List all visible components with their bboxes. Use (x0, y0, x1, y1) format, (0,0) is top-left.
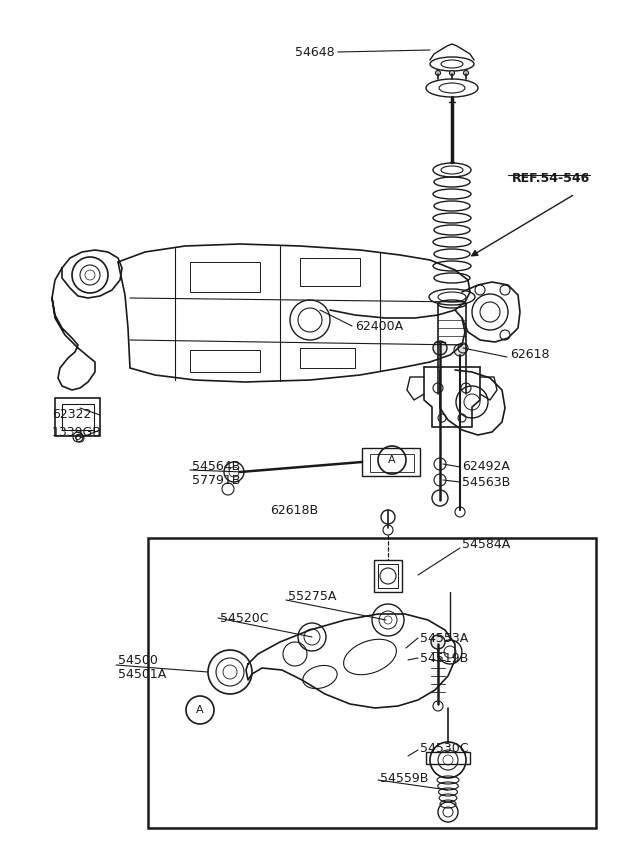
Circle shape (464, 70, 469, 75)
Text: REF.54-546: REF.54-546 (512, 171, 590, 185)
Text: 54500: 54500 (118, 654, 158, 667)
Bar (374, 560, 402, 592)
Text: 54564B: 54564B (192, 460, 241, 472)
Text: 54520C: 54520C (220, 611, 268, 624)
Circle shape (433, 341, 447, 355)
Bar (300, 348, 355, 368)
Circle shape (435, 70, 440, 75)
Text: 54530C: 54530C (420, 741, 469, 755)
Text: 57791B: 57791B (192, 473, 241, 487)
Text: 62492A: 62492A (462, 460, 510, 473)
Text: 62618: 62618 (510, 349, 549, 361)
Text: 54501A: 54501A (118, 668, 166, 682)
Circle shape (458, 343, 468, 353)
Circle shape (431, 635, 445, 649)
Bar (62, 404, 94, 430)
Bar (55, 398, 100, 436)
Text: 54519B: 54519B (420, 651, 468, 665)
Bar (190, 350, 260, 372)
Text: 54563B: 54563B (462, 476, 510, 488)
Bar (426, 752, 470, 764)
Text: 54584A: 54584A (462, 538, 510, 551)
Bar (300, 258, 360, 286)
Text: A: A (388, 455, 396, 465)
Circle shape (454, 344, 466, 356)
Text: 55275A: 55275A (288, 589, 337, 602)
Bar (370, 454, 414, 472)
Bar (362, 448, 420, 476)
Text: 54648: 54648 (295, 46, 335, 59)
Bar (148, 538, 596, 828)
Bar (378, 564, 398, 588)
Bar (190, 262, 260, 292)
Text: 62400A: 62400A (355, 320, 403, 332)
Text: 62618B: 62618B (270, 504, 318, 516)
Text: 1339GB: 1339GB (52, 426, 102, 438)
Text: 54559B: 54559B (380, 772, 428, 784)
Text: A: A (196, 705, 204, 715)
Text: 62322: 62322 (52, 409, 91, 421)
Text: 54553A: 54553A (420, 632, 468, 644)
Circle shape (450, 70, 454, 75)
